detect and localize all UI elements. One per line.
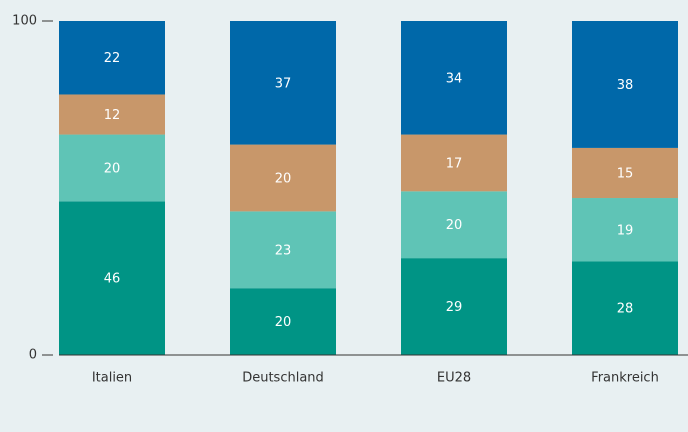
data-label: 17 (446, 156, 463, 171)
data-label: 15 (617, 166, 634, 181)
data-label: 37 (275, 76, 292, 91)
bar-segment (230, 144, 336, 212)
bar-segment (59, 21, 165, 95)
bar-segment (572, 147, 678, 199)
bar-segment (401, 258, 507, 355)
bar-segment (59, 94, 165, 135)
bar-segment (230, 21, 336, 145)
data-label: 20 (275, 171, 292, 186)
data-label: 28 (617, 302, 634, 317)
data-label: 38 (617, 78, 634, 93)
x-tick-label: Frankreich (591, 371, 659, 386)
data-label: 29 (446, 300, 463, 315)
bar-segment (230, 288, 336, 355)
data-label: 46 (104, 272, 121, 287)
data-label: 34 (446, 71, 463, 86)
data-label: 20 (104, 161, 121, 176)
bar-segment (572, 261, 678, 355)
y-tick-label: 100 (12, 14, 37, 29)
bar-segment (401, 134, 507, 192)
y-tick-label: 0 (29, 348, 37, 363)
data-label: 12 (104, 108, 121, 123)
bar-segment (59, 134, 165, 202)
bar-segment (572, 198, 678, 262)
bar-segment (572, 21, 678, 148)
data-label: 23 (275, 243, 292, 258)
bar-segment (401, 21, 507, 135)
x-tick-label: Italien (92, 371, 132, 386)
bar-segment (230, 211, 336, 289)
x-tick-label: EU28 (437, 371, 471, 386)
data-label: 22 (104, 51, 121, 66)
data-label: 20 (275, 315, 292, 330)
bar-segment (59, 201, 165, 355)
x-tick-label: Deutschland (242, 371, 324, 386)
bar-segment (401, 191, 507, 259)
data-label: 19 (617, 223, 634, 238)
data-label: 20 (446, 218, 463, 233)
